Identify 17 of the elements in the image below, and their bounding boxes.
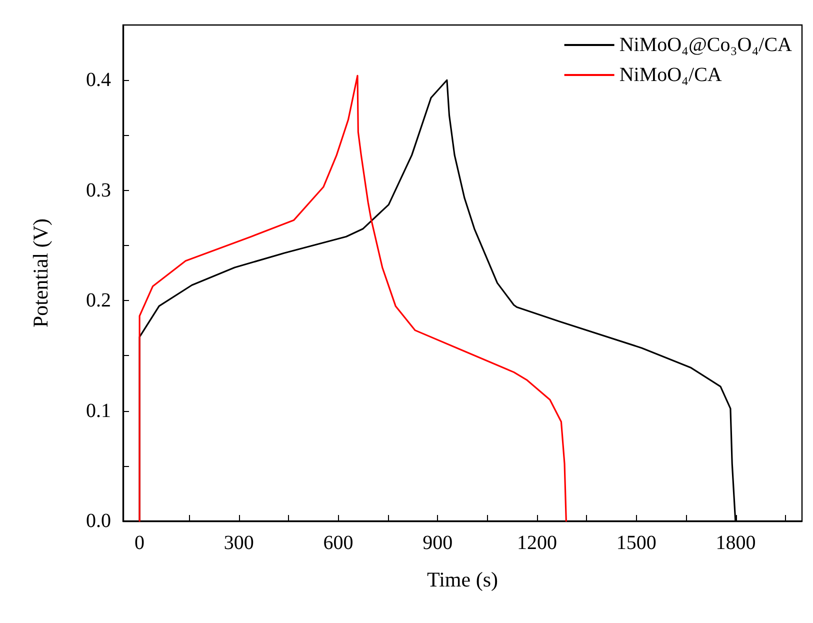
legend-label: NiMoO₄/CA	[619, 64, 722, 86]
x-tick-label: 300	[224, 532, 254, 554]
y-tick-label: 0.1	[86, 400, 111, 422]
y-tick-label: 0.2	[86, 290, 111, 312]
x-tick-label: 1500	[616, 532, 656, 554]
y-tick-label: 0.3	[86, 179, 111, 202]
line-series	[138, 74, 567, 522]
x-tick-label: 600	[323, 532, 354, 554]
x-tick-label: 0	[134, 532, 145, 554]
legend-label: NiMoO₄@Co₃O₄/CA	[619, 34, 793, 56]
x-tick-label: 1200	[517, 532, 558, 554]
y-axis-title: Potential (V)	[28, 218, 52, 328]
y-tick-label: 0.0	[86, 510, 111, 532]
x-axis-title: Time (s)	[427, 568, 498, 592]
x-tick-label: 900	[422, 532, 453, 554]
x-tick-label: 1800	[716, 532, 756, 554]
y-tick-label: 0.4	[86, 69, 111, 92]
